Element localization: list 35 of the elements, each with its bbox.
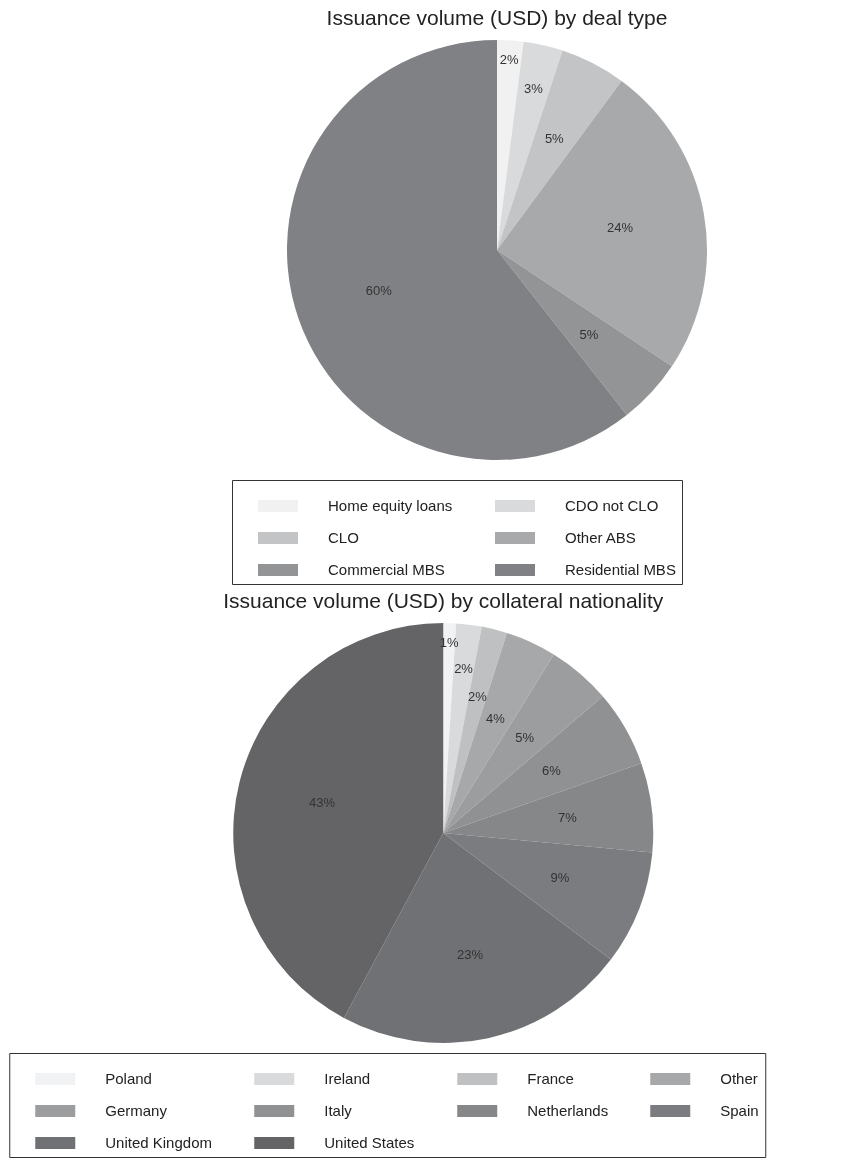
pie-slice	[497, 80, 707, 367]
data-label: 5%	[579, 326, 599, 342]
legend-label: Netherlands	[527, 1102, 609, 1119]
data-label: 5%	[544, 130, 565, 146]
legend-label: Other	[720, 1070, 758, 1087]
chart-title: Issuance volume (USD) by collateral nationality	[223, 589, 664, 612]
data-label: 2%	[499, 52, 519, 68]
pie-slice	[497, 41, 563, 250]
chart-title: Issuance volume (USD) by deal type	[326, 6, 668, 29]
legend-label: Ireland	[324, 1070, 371, 1087]
data-label: 6%	[542, 762, 562, 778]
legend-label: Residential MBS	[565, 561, 676, 578]
data-label: 3%	[523, 81, 544, 97]
data-label: 24%	[607, 220, 634, 236]
data-label: 23%	[456, 947, 484, 963]
legend-label: Poland	[105, 1070, 152, 1087]
data-label: 2%	[454, 661, 474, 677]
legend-label: CLO	[328, 529, 359, 546]
legend-label: United States	[324, 1134, 415, 1151]
data-label: 60%	[365, 282, 393, 298]
legend-label: Home equity loans	[328, 497, 453, 514]
legend-label: Italy	[324, 1102, 353, 1119]
data-label: 2%	[468, 689, 488, 705]
data-label: 5%	[515, 730, 535, 746]
legend-label: France	[527, 1070, 574, 1087]
pie-slice	[497, 250, 672, 416]
legend-label: Spain	[720, 1102, 759, 1119]
legend-label: CDO not CLO	[565, 497, 659, 514]
legend-label: United Kingdom	[105, 1134, 212, 1151]
legend-label: Germany	[105, 1102, 168, 1119]
data-label: 9%	[550, 870, 570, 886]
legend-label: Other ABS	[565, 529, 636, 546]
data-label: 4%	[486, 711, 506, 727]
legend-label: Commercial MBS	[328, 561, 445, 578]
data-label: 7%	[557, 809, 578, 825]
